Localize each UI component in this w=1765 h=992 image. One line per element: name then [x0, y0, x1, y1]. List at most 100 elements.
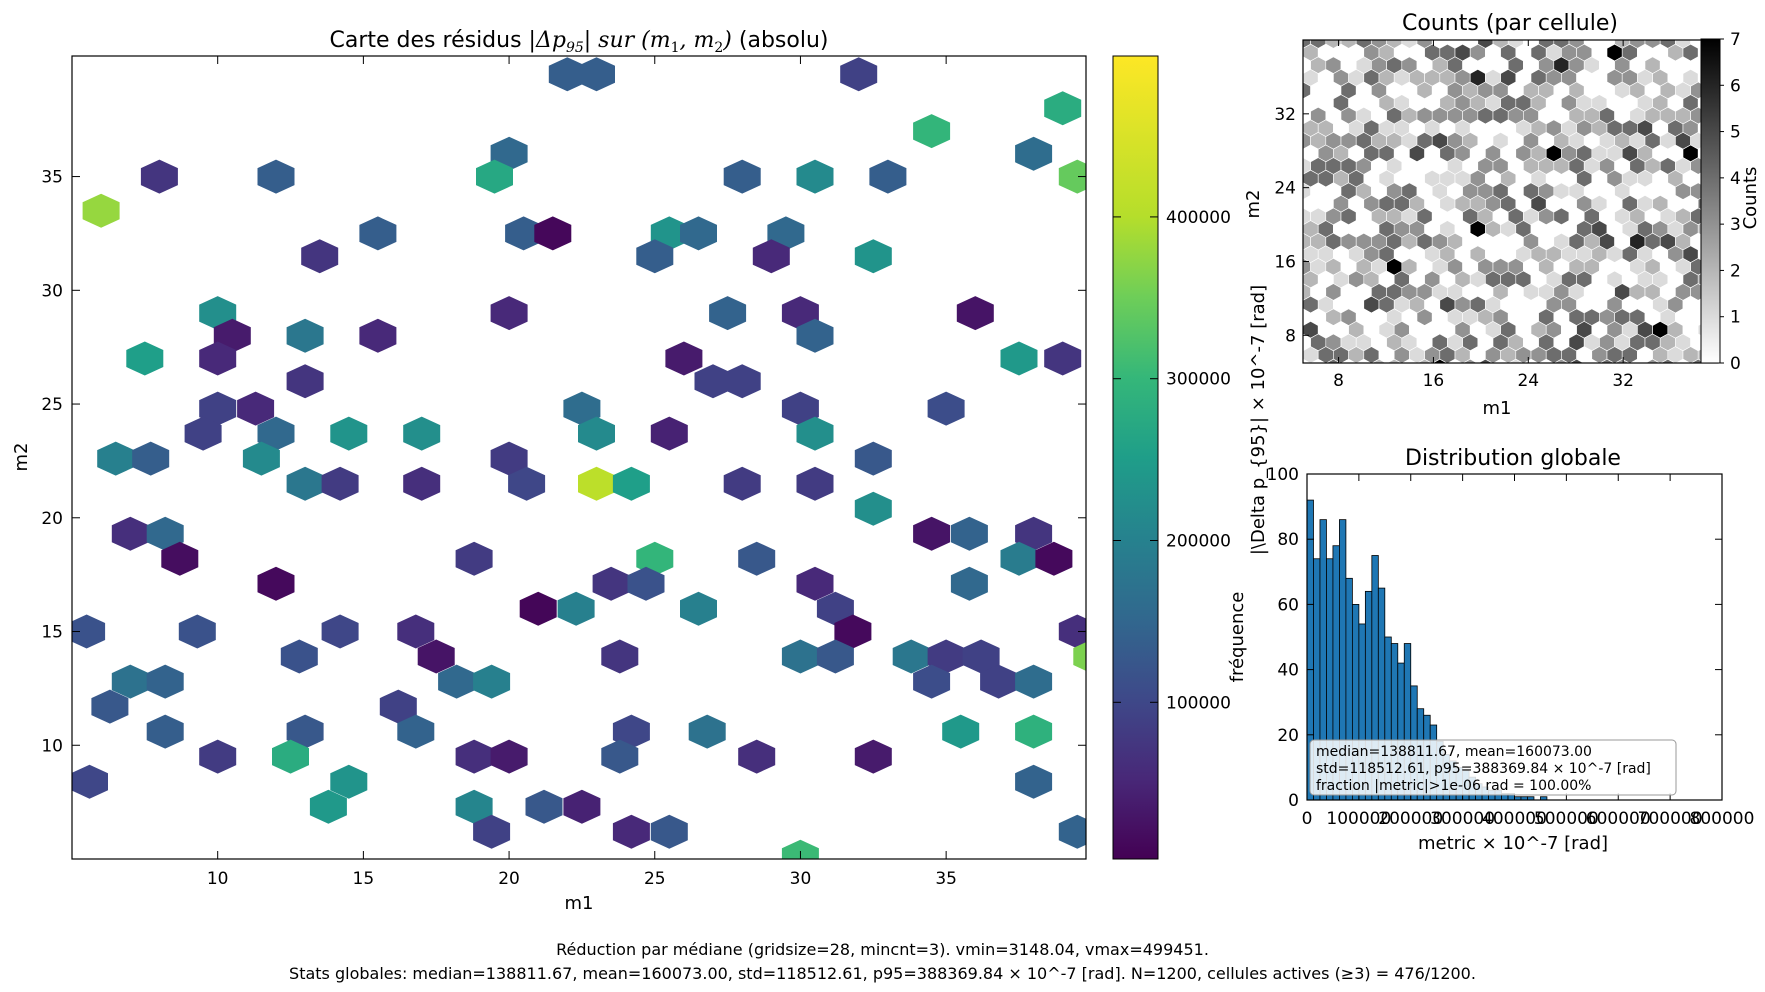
count-hex-cell	[1744, 321, 1759, 338]
counts-colorbar-tick-label: 0	[1730, 354, 1741, 374]
hex-cell	[359, 318, 397, 353]
hex-cell	[1000, 541, 1038, 576]
hex-cell	[199, 739, 237, 774]
hex-cell	[1058, 159, 1086, 194]
y-tick-label: 24	[1274, 179, 1296, 199]
x-tick-label: 10	[207, 869, 229, 889]
x-tick-label: 700000	[1638, 809, 1703, 829]
count-hex-cell	[1653, 372, 1668, 389]
count-hex-cell	[1455, 372, 1470, 389]
counts-colorbar-tick-label: 4	[1730, 169, 1741, 189]
hex-cell	[1000, 341, 1038, 376]
hex-cell	[688, 714, 726, 749]
hex-cell	[330, 416, 368, 451]
count-hex-cell	[1744, 95, 1759, 112]
count-hex-cell	[1280, 384, 1295, 401]
x-tick-label: 0	[1302, 809, 1313, 829]
hex-cell	[709, 296, 747, 331]
hex-cell	[738, 541, 776, 576]
hex-cell	[519, 591, 557, 626]
count-hex-cell	[1736, 384, 1751, 401]
count-hex-cell	[1744, 296, 1759, 313]
count-hex-cell	[1401, 358, 1417, 363]
hex-cell	[473, 664, 511, 699]
count-hex-cell	[1280, 359, 1295, 376]
count-hex-cell	[1523, 358, 1539, 363]
hex-cell	[723, 159, 761, 194]
hex-cell	[1073, 642, 1086, 671]
count-hex-cell	[1569, 358, 1585, 363]
count-hex-cell	[1364, 372, 1379, 389]
count-hex-cell	[1660, 358, 1676, 363]
hex-cell	[508, 466, 546, 501]
y-tick-label: 60	[1277, 595, 1299, 615]
count-hex-cell	[1629, 358, 1645, 363]
hex-cell	[834, 614, 872, 649]
y-tick-label: 20	[41, 509, 63, 529]
hex-cell	[321, 614, 359, 649]
hex-cell	[286, 466, 324, 501]
count-hex-cell	[1538, 358, 1554, 363]
hex-cell	[146, 664, 184, 699]
hex-cell	[417, 639, 455, 674]
caption-line-2: Stats globales: median=138811.67, mean=1…	[289, 964, 1476, 983]
count-hex-cell	[1303, 274, 1304, 284]
hex-cell	[563, 789, 601, 824]
histogram-y-axis-label-overlap: |\Delta p_{95}| × 10^-7 [rad]	[1248, 285, 1269, 555]
count-hex-cell	[1303, 40, 1311, 49]
count-hex-cell	[1303, 48, 1304, 58]
count-hex-cell	[1729, 95, 1744, 112]
y-tick-label: 25	[41, 395, 63, 415]
y-tick-label: 30	[41, 281, 63, 301]
hex-cell	[913, 664, 951, 699]
hex-cell	[257, 566, 295, 601]
count-hex-cell	[1698, 372, 1713, 389]
hex-cell	[956, 296, 994, 331]
hex-cell	[612, 466, 650, 501]
main-colorbar-ticks: 100000 200000 300000 400000	[1113, 208, 1231, 713]
count-hex-cell	[1280, 158, 1295, 175]
hex-cell	[490, 739, 528, 774]
main-plot-frame	[71, 55, 1087, 860]
count-hex-cell	[1303, 358, 1311, 363]
hex-cell	[199, 391, 237, 426]
count-hex-cell	[1364, 19, 1379, 36]
counts-colorbar-gradient	[1700, 38, 1721, 364]
count-hex-cell	[1432, 358, 1448, 363]
histogram-y-axis: 0 20 40 60 80 100	[1267, 465, 1722, 811]
stats-box-frame	[1309, 739, 1677, 796]
hex-cell	[962, 639, 1000, 674]
y-tick-label: 8	[1285, 326, 1296, 346]
counts-colorbar: 0 1 2 3 4 5 6 7 Counts	[1700, 30, 1761, 374]
hex-cell	[601, 639, 639, 674]
count-hex-cell	[1477, 358, 1493, 363]
count-hex-cell	[1668, 372, 1683, 389]
count-hex-cell	[1744, 69, 1759, 86]
hex-cell	[397, 714, 435, 749]
colorbar-tick-label: 400000	[1166, 208, 1231, 228]
hex-cell	[680, 216, 717, 251]
count-hex-cell	[1485, 372, 1500, 389]
count-hex-cell	[1303, 372, 1318, 389]
count-hex-cell	[1280, 32, 1295, 49]
count-hex-cell	[1303, 148, 1304, 158]
main-x-axis-label: m1	[565, 893, 594, 914]
count-hex-cell	[1379, 19, 1394, 36]
count-hex-cell	[1288, 19, 1303, 36]
hex-cell	[854, 739, 892, 774]
count-hex-cell	[1295, 384, 1310, 401]
count-hex-cell	[1675, 384, 1690, 401]
hex-cell	[578, 416, 615, 451]
counts-x-axis-label: m1	[1483, 398, 1512, 419]
count-hex-cell	[1577, 372, 1592, 389]
hex-cell	[854, 239, 892, 274]
hex-cell	[455, 789, 493, 824]
count-hex-cell	[1341, 358, 1357, 363]
hex-cell	[612, 714, 650, 749]
hex-cell	[578, 466, 615, 501]
hex-cell	[301, 239, 339, 274]
hex-cell	[505, 216, 543, 251]
hex-cell	[146, 714, 184, 749]
main-colorbar: 100000 200000 300000 400000	[1112, 55, 1231, 860]
count-hex-cell	[1713, 19, 1728, 36]
